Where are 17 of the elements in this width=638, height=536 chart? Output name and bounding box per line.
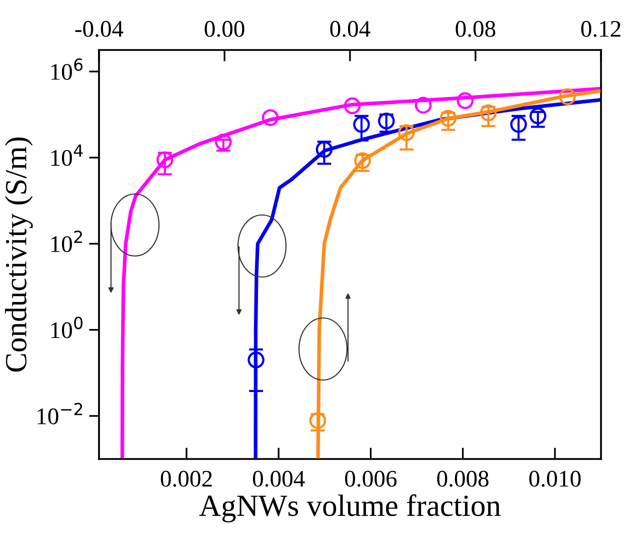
x-tick-label: 0.008 (437, 470, 488, 487)
y-tick-label: 10$^{−2}$ (38, 402, 82, 424)
x2-tick-label: 0.04 (330, 20, 370, 37)
x-tick-label: 0.010 (529, 470, 581, 487)
x-tick-label: 0.004 (252, 470, 305, 487)
x2-tick-label: 0.12 (581, 20, 620, 37)
y-tick-label: 10$^{6}$ (51, 58, 83, 80)
x-axis-title: AgNWs volume fraction (199, 494, 501, 522)
x2-tick-label: -0.04 (75, 20, 124, 37)
x2-tick-label: 0.00 (204, 20, 244, 37)
x-tick-label: 0.006 (345, 470, 397, 487)
y-tick-label: 10$^{0}$ (51, 316, 82, 338)
y-tick-label: 10$^{4}$ (51, 144, 83, 166)
y-axis-title: Conductivity (S/m) (4, 137, 33, 372)
y-tick-label: 10$^{2}$ (51, 230, 82, 252)
x2-tick-label: 0.08 (456, 20, 496, 37)
x-tick-label: 0.002 (160, 470, 212, 487)
